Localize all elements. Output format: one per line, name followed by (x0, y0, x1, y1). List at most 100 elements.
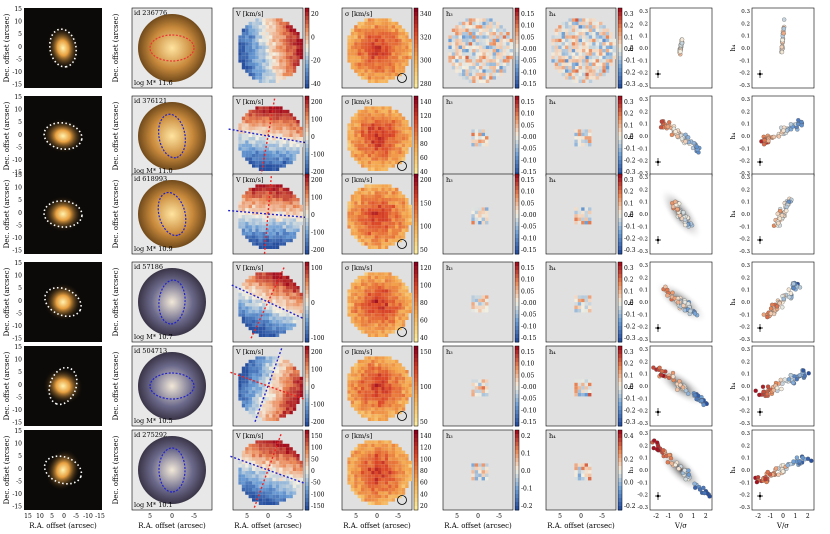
dispersion-pixel (398, 373, 401, 376)
h4-pixel (562, 56, 565, 59)
dispersion-pixel (364, 32, 367, 35)
dispersion-pixel (381, 330, 384, 333)
h4-pixel (602, 35, 605, 38)
velocity-pixel (269, 73, 272, 76)
dispersion-pixel (361, 404, 364, 407)
velocity-pixel (249, 232, 252, 235)
velocity-pixel (283, 411, 286, 414)
h3-vs-vsigma-ytick: 0.3 (639, 97, 648, 103)
h3-colorbar-tick: -0.05 (521, 146, 537, 153)
h4-colorbar-tick: -0.1 (624, 224, 636, 231)
h4-vs-vsigma-point (781, 38, 785, 42)
h4-pixel (562, 32, 565, 35)
dispersion-pixel (385, 212, 388, 215)
h4-pixel (562, 42, 565, 45)
h4-pixel (582, 18, 585, 21)
h4-pixel (602, 63, 605, 66)
dispersion-pixel (409, 127, 412, 130)
dispersion-pixel (375, 184, 378, 187)
h3-colorbar-cell (515, 140, 519, 145)
dispersion-pixel (385, 151, 388, 154)
h3-pixel (493, 22, 496, 25)
h3-pixel (469, 29, 472, 32)
h3-pixel (459, 46, 462, 49)
dispersion-pixel (402, 147, 405, 150)
velocity-pixel (296, 151, 299, 154)
velocity-pixel (272, 25, 275, 28)
dispersion-pixel (378, 161, 381, 164)
dispersion-pixel (378, 380, 381, 383)
dispersion-pixel (388, 32, 391, 35)
h3-pixel (452, 66, 455, 69)
dispersion-pixel (392, 373, 395, 376)
velocity-pixel (279, 286, 282, 289)
velocity-pixel (259, 120, 262, 123)
velocity-pixel (252, 29, 255, 32)
dispersion-pixel (351, 29, 354, 32)
dispersion-pixel (398, 394, 401, 397)
dispersion-pixel (388, 144, 391, 147)
h3-pixel (479, 25, 482, 28)
dispersion-pixel (381, 276, 384, 279)
dispersion-pixel (388, 198, 391, 201)
dispersion-pixel (354, 384, 357, 387)
h3-pixel (469, 52, 472, 55)
velocity-pixel (259, 246, 262, 249)
velocity-pixel (276, 161, 279, 164)
velocity-pixel (296, 35, 299, 38)
h4-colorbar-cell (618, 64, 622, 69)
dispersion-pixel (381, 283, 384, 286)
h3-colorbar-cell (515, 238, 519, 243)
velocity-pixel (255, 35, 258, 38)
velocity-pixel (279, 56, 282, 59)
image-ytick: 0 (18, 44, 22, 51)
velocity-pixel (249, 56, 252, 59)
velocity-pixel (276, 373, 279, 376)
velocity-pixel (272, 52, 275, 55)
image-ylabel: Dec. offset (arcsec) (3, 351, 11, 420)
dispersion-pixel (378, 208, 381, 211)
velocity-colorbar-cell (305, 182, 309, 187)
dispersion-pixel (361, 73, 364, 76)
velocity-pixel (286, 147, 289, 150)
image-ylabel: Dec. offset (arcsec) (3, 179, 11, 248)
dispersion-pixel (392, 42, 395, 45)
velocity-pixel (289, 130, 292, 133)
h4-pixel (568, 35, 571, 38)
h4-pixel (572, 46, 575, 49)
h3-pixel (475, 393, 478, 396)
velocity-pixel (259, 42, 262, 45)
velocity-pixel (296, 317, 299, 320)
h3-colorbar-cell (515, 152, 519, 157)
h4-colorbar-tick: -0.2 (624, 235, 636, 242)
dispersion-pixel (347, 123, 350, 126)
h4-vs-vsigma-ytick: -0.1 (739, 224, 750, 230)
dispersion-pixel (371, 147, 374, 150)
dispersion-pixel (409, 390, 412, 393)
dispersion-pixel (395, 140, 398, 143)
velocity-pixel (272, 222, 275, 225)
h4-pixel (589, 66, 592, 69)
velocity-pixel (272, 323, 275, 326)
velocity-pixel (279, 188, 282, 191)
velocity-pixel (286, 367, 289, 370)
h3-pixel (479, 59, 482, 62)
dispersion-pixel (368, 218, 371, 221)
velocity-pixel (296, 59, 299, 62)
velocity-pixel (252, 377, 255, 380)
velocity-pixel (259, 151, 262, 154)
dispersion-pixel (358, 296, 361, 299)
dispersion-pixel (375, 377, 378, 380)
dispersion-pixel (347, 39, 350, 42)
dispersion-pixel (398, 387, 401, 390)
dispersion-pixel (351, 232, 354, 235)
h4-pixel (574, 306, 577, 309)
dispersion-colorbar-tick: 100 (420, 283, 432, 290)
image-ytick: 10 (14, 19, 22, 26)
dispersion-pixel (402, 35, 405, 38)
h4-pixel (581, 299, 584, 302)
dispersion-pixel (364, 191, 367, 194)
velocity-pixel (286, 123, 289, 126)
dispersion-pixel (358, 113, 361, 116)
velocity-pixel (255, 330, 258, 333)
